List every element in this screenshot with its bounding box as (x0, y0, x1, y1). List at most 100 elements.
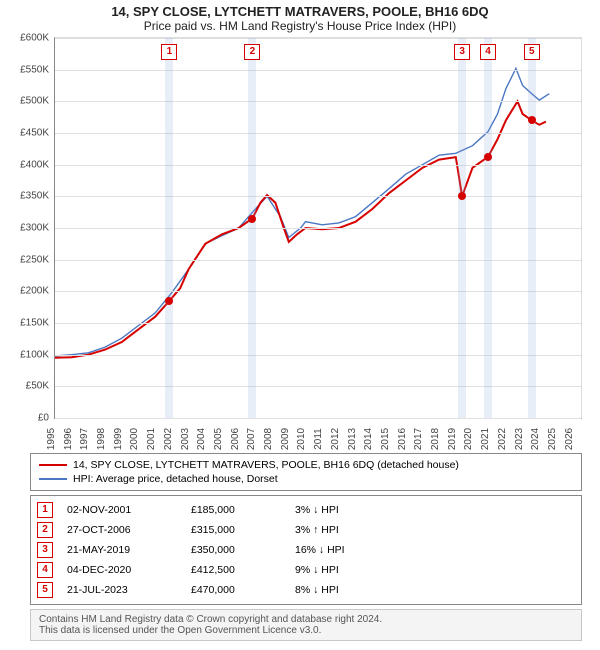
legend-swatch (39, 464, 67, 466)
chart-page: 14, SPY CLOSE, LYTCHETT MATRAVERS, POOLE… (0, 0, 600, 650)
gridline (55, 228, 581, 229)
event-diff: 16% ↓ HPI (295, 544, 415, 556)
event-diff: 3% ↓ HPI (295, 504, 415, 516)
x-axis-label: 2007 (246, 428, 262, 450)
series-property (55, 101, 546, 358)
gridline (55, 70, 581, 71)
event-band (528, 38, 536, 418)
event-band (248, 38, 256, 418)
event-band (484, 38, 492, 418)
gridline (55, 386, 581, 387)
x-axis-label: 2023 (514, 428, 530, 450)
event-date: 21-JUL-2023 (67, 584, 177, 596)
event-row: 3 21-MAY-2019 £350,000 16% ↓ HPI (37, 540, 575, 560)
x-axis-label: 2011 (313, 428, 329, 450)
y-axis-label: £600K (20, 33, 55, 44)
x-axis-label: 2020 (463, 428, 479, 450)
event-diff: 9% ↓ HPI (295, 564, 415, 576)
series-hpi (55, 68, 549, 356)
gridline (55, 165, 581, 166)
x-axis-label: 2004 (196, 428, 212, 450)
event-marker (248, 215, 256, 223)
x-axis-label: 2003 (180, 428, 196, 450)
x-axis-label: 1995 (46, 428, 62, 450)
x-axis-label: 2018 (430, 428, 446, 450)
event-date: 04-DEC-2020 (67, 564, 177, 576)
x-axis-label: 1997 (79, 428, 95, 450)
x-axis-label: 2015 (380, 428, 396, 450)
y-axis-label: £450K (20, 128, 55, 139)
y-axis-label: £500K (20, 96, 55, 107)
event-number: 2 (37, 522, 53, 538)
event-row: 102-NOV-2001£185,0003% ↓ HPI (37, 500, 575, 520)
gridline (55, 418, 581, 419)
event-marker (165, 297, 173, 305)
event-row: 5 21-JUL-2023 £470,000 8% ↓ HPI (37, 580, 575, 600)
legend-swatch (39, 478, 67, 480)
x-axis-label: 2000 (129, 428, 145, 450)
page-title: 14, SPY CLOSE, LYTCHETT MATRAVERS, POOLE… (0, 0, 600, 19)
chart-area: £0£50K£100K£150K£200K£250K£300K£350K£400… (54, 37, 582, 447)
event-marker (484, 153, 492, 161)
event-price: £412,500 (191, 564, 281, 576)
x-axis-label: 2022 (497, 428, 513, 450)
gridline (55, 291, 581, 292)
x-axis-label: 2016 (397, 428, 413, 450)
y-axis-label: £550K (20, 64, 55, 75)
event-number: 5 (37, 582, 53, 598)
event-date: 02-NOV-2001 (67, 504, 177, 516)
event-price: £350,000 (191, 544, 281, 556)
x-axis-label: 2026 (564, 428, 580, 450)
event-date: 21-MAY-2019 (67, 544, 177, 556)
y-axis-label: £300K (20, 223, 55, 234)
x-axis-label: 2002 (163, 428, 179, 450)
y-axis-label: £350K (20, 191, 55, 202)
x-axis-label: 2001 (146, 428, 162, 450)
event-number-box: 5 (524, 44, 540, 60)
event-number: 3 (37, 542, 53, 558)
y-axis-label: £0 (38, 413, 55, 424)
x-axis-label: 2010 (296, 428, 312, 450)
x-axis-label: 1996 (63, 428, 79, 450)
y-axis-label: £400K (20, 159, 55, 170)
x-axis-label: 1999 (113, 428, 129, 450)
gridline (55, 355, 581, 356)
event-price: £315,000 (191, 524, 281, 536)
event-number-box: 3 (454, 44, 470, 60)
events-box: 102-NOV-2001£185,0003% ↓ HPI227-OCT-2006… (30, 495, 582, 605)
gridline (55, 196, 581, 197)
y-axis-label: £100K (20, 349, 55, 360)
event-row: 4 04-DEC-2020 £412,500 9% ↓ HPI (37, 560, 575, 580)
x-axis-label: 2012 (330, 428, 346, 450)
x-axis-label: 2006 (230, 428, 246, 450)
event-band (458, 38, 466, 418)
y-axis-label: £150K (20, 318, 55, 329)
event-band (165, 38, 173, 418)
event-row: 2 27-OCT-2006 £315,000 3% ↑ HPI (37, 520, 575, 540)
legend-label: HPI: Average price, detached house, Dors… (73, 473, 278, 485)
event-number-box: 1 (161, 44, 177, 60)
gridline (55, 133, 581, 134)
event-diff: 8% ↓ HPI (295, 584, 415, 596)
event-number: 4 (37, 562, 53, 578)
gridline (55, 38, 581, 39)
x-axis-label: 2024 (530, 428, 546, 450)
event-number-box: 4 (480, 44, 496, 60)
page-subtitle: Price paid vs. HM Land Registry's House … (0, 19, 600, 33)
x-axis-label: 2008 (263, 428, 279, 450)
x-axis-label: 2019 (447, 428, 463, 450)
x-axis-label: 2009 (280, 428, 296, 450)
y-axis-label: £250K (20, 254, 55, 265)
event-price: £185,000 (191, 504, 281, 516)
x-axis-label: 2005 (213, 428, 229, 450)
event-marker (528, 116, 536, 124)
x-axis-label: 2025 (547, 428, 563, 450)
legend-label: 14, SPY CLOSE, LYTCHETT MATRAVERS, POOLE… (73, 459, 459, 471)
legend-box: 14, SPY CLOSE, LYTCHETT MATRAVERS, POOLE… (30, 453, 582, 491)
x-axis-label: 2017 (413, 428, 429, 450)
event-price: £470,000 (191, 584, 281, 596)
y-axis-label: £50K (26, 381, 55, 392)
event-date: 27-OCT-2006 (67, 524, 177, 536)
gridline (55, 260, 581, 261)
event-diff: 3% ↑ HPI (295, 524, 415, 536)
